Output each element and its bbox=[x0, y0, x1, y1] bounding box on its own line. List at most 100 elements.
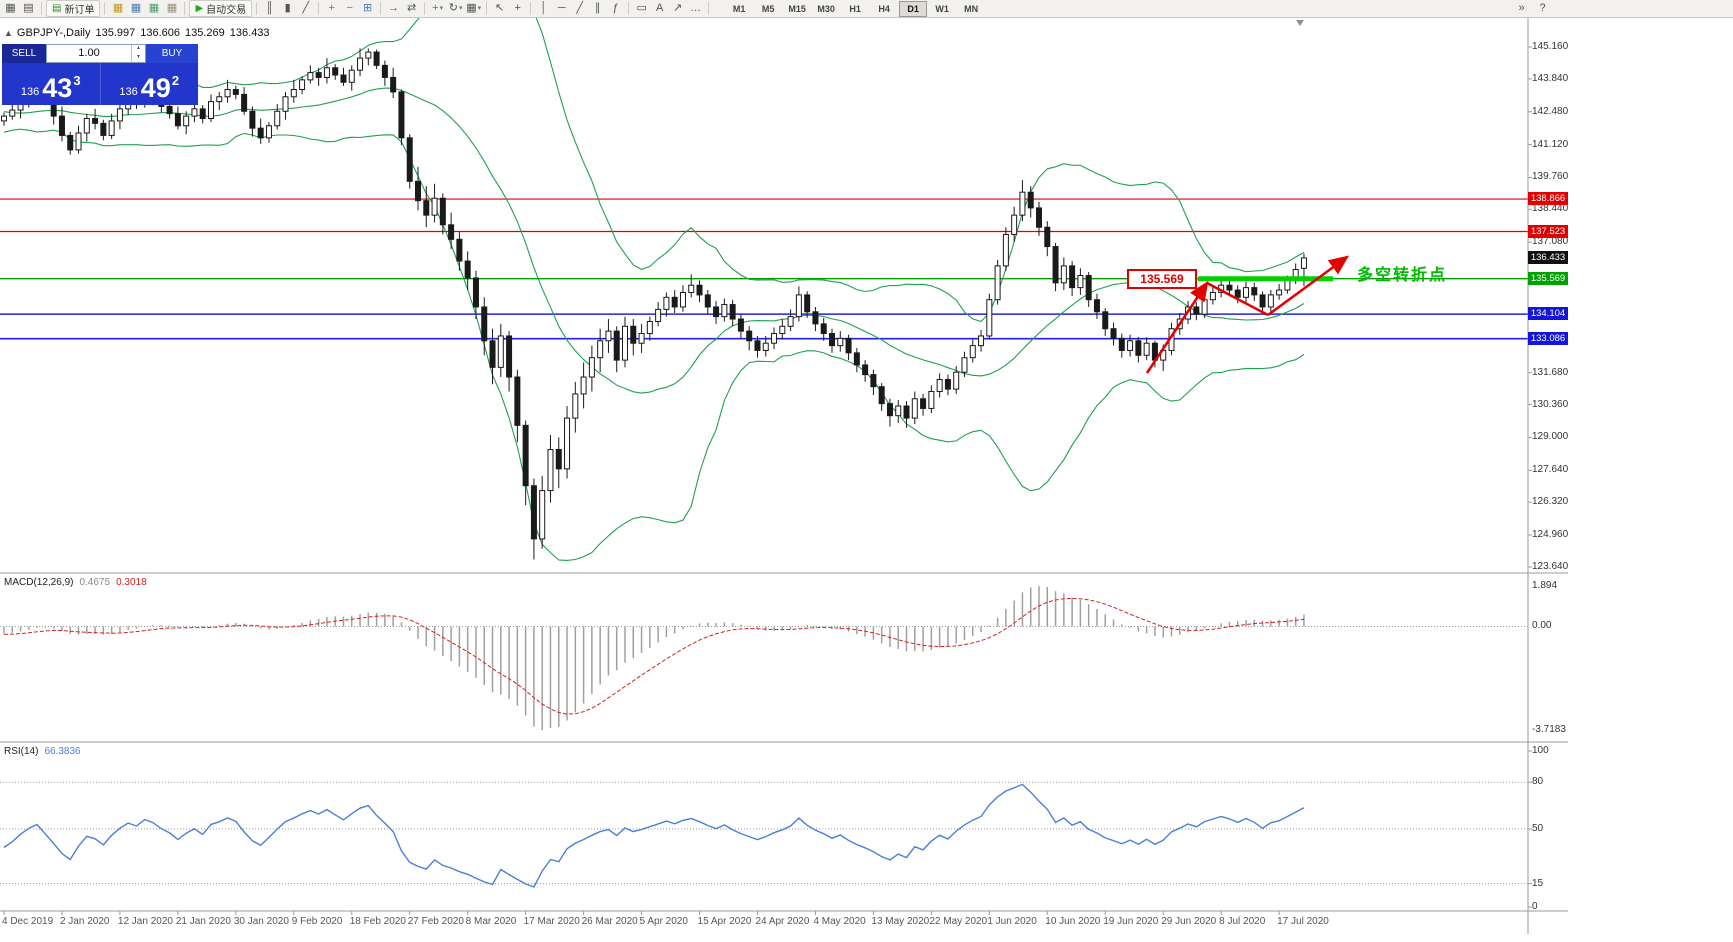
line-chart-icon[interactable]: ╱ bbox=[302, 2, 309, 14]
rsi-header: RSI(14) 66.3836 bbox=[4, 746, 81, 757]
market-watch-icon[interactable]: ▦ bbox=[112, 2, 124, 14]
timeframe-m15[interactable]: M15 bbox=[788, 3, 806, 14]
timeframe-m1[interactable]: M1 bbox=[732, 3, 746, 14]
rsi-title: RSI(14) bbox=[4, 746, 39, 757]
equidistant-channel-icon[interactable]: ∥ bbox=[594, 2, 601, 14]
help-icon[interactable]: ? bbox=[1539, 2, 1546, 14]
toolbar-separator bbox=[256, 2, 258, 15]
auto-trading-icon: ▶ bbox=[195, 3, 204, 14]
buy-button[interactable]: BUY bbox=[146, 44, 198, 63]
price-axis-label: 141.120 bbox=[1532, 138, 1569, 150]
turning-point-annotation[interactable]: 多空转折点 bbox=[1357, 267, 1448, 284]
date-axis-label: 8 Mar 2020 bbox=[465, 916, 517, 927]
crosshair-icon[interactable]: + bbox=[514, 2, 521, 14]
zoom-in-icon[interactable]: + bbox=[328, 2, 335, 14]
timeframe-mn[interactable]: MN bbox=[964, 3, 979, 14]
toolbar-separator bbox=[708, 2, 710, 15]
vertical-line-icon[interactable]: │ bbox=[540, 2, 548, 14]
lot-up-icon[interactable]: ▴ bbox=[136, 45, 140, 51]
date-axis-label: 30 Jan 2020 bbox=[233, 916, 289, 927]
candlestick-chart-icon[interactable]: ▮ bbox=[284, 2, 291, 14]
lot-down-icon[interactable]: ▾ bbox=[136, 53, 140, 60]
date-axis-label: 5 Apr 2020 bbox=[639, 916, 688, 927]
chart-shift-icon[interactable]: ⇄ bbox=[407, 2, 417, 14]
lot-size-value[interactable]: 1.00 bbox=[78, 47, 100, 59]
zoom-out-icon[interactable]: − bbox=[346, 2, 353, 14]
sell-price-display[interactable]: 136 43 3 bbox=[2, 63, 101, 105]
macd-histogram bbox=[3, 586, 1305, 730]
buy-price-display[interactable]: 136 49 2 bbox=[101, 63, 199, 105]
terminal-icon[interactable]: ▦ bbox=[166, 2, 178, 14]
new-chart-icon[interactable]: ▦ bbox=[5, 2, 16, 14]
macd-scale-zero: 0.00 bbox=[1532, 620, 1552, 632]
toolbar-separator bbox=[530, 2, 532, 15]
date-axis-label: 10 Jun 2020 bbox=[1045, 916, 1101, 927]
macd-title: MACD(12,26,9) bbox=[4, 577, 74, 588]
tile-windows-icon[interactable]: ⊞ bbox=[363, 2, 373, 14]
bar-chart-icon[interactable]: ║ bbox=[265, 2, 274, 14]
chart-profiles-icon[interactable]: ▤ bbox=[23, 2, 34, 14]
navigator-icon[interactable]: ▦ bbox=[148, 2, 160, 14]
date-axis-label: 17 Mar 2020 bbox=[523, 916, 580, 927]
price-flag-annotation[interactable]: 135.569 bbox=[1127, 269, 1197, 289]
lot-size-field[interactable]: 1.00 ▴ ▾ bbox=[46, 44, 146, 63]
templates-icon[interactable]: ▦ ▾ bbox=[466, 2, 482, 14]
more-tools-icon[interactable]: … bbox=[690, 2, 702, 14]
price-axis-label: 145.160 bbox=[1532, 41, 1569, 52]
price-axis-label: 139.760 bbox=[1532, 171, 1569, 183]
periods-caret-icon: ▾ bbox=[459, 5, 463, 12]
buy-price-pip: 2 bbox=[171, 73, 180, 88]
timeframe-m30[interactable]: M30 bbox=[817, 3, 835, 14]
price-axis-label: 123.640 bbox=[1532, 560, 1569, 572]
sell-price-main: 43 bbox=[42, 73, 73, 103]
new-order-button[interactable]: ▤ 新订单 bbox=[46, 0, 101, 17]
collapse-trade-panel-icon[interactable]: ▲ bbox=[4, 28, 13, 38]
sell-button[interactable]: SELL bbox=[2, 44, 46, 63]
periods-icon[interactable]: ↻ ▾ bbox=[448, 2, 463, 14]
timeframe-h1[interactable]: H1 bbox=[849, 3, 861, 14]
toolbar-separator bbox=[486, 2, 488, 15]
timeframe-d1[interactable]: D1 bbox=[899, 0, 928, 17]
main-chart-pane[interactable] bbox=[0, 18, 1528, 573]
chart-area[interactable] bbox=[0, 0, 1568, 942]
price-axis-label: 138.440 bbox=[1532, 203, 1569, 215]
bollinger-upper-band bbox=[3, 0, 1305, 323]
shapes-icon[interactable]: ▭ bbox=[636, 2, 647, 14]
macd-signal-value: 0.3018 bbox=[116, 577, 147, 588]
price-marker-138.866: 138.866 bbox=[1528, 192, 1568, 206]
cursor-icon[interactable]: ↖ bbox=[495, 2, 505, 14]
new-order-icon: ▤ bbox=[52, 3, 62, 14]
auto-trading-button[interactable]: ▶ 自动交易 bbox=[189, 0, 253, 17]
text-label-icon[interactable]: A bbox=[655, 2, 664, 14]
price-marker-133.086: 133.086 bbox=[1528, 331, 1568, 345]
macd-pane[interactable] bbox=[0, 573, 1528, 742]
rsi-scale-label: 100 bbox=[1532, 745, 1549, 756]
arrows-tool-icon[interactable]: ↗ bbox=[673, 2, 683, 14]
timeframe-w1[interactable]: W1 bbox=[935, 3, 949, 14]
date-axis-label: 4 May 2020 bbox=[813, 916, 866, 927]
rsi-pane[interactable] bbox=[0, 742, 1528, 911]
lot-size-stepper[interactable]: ▴ ▾ bbox=[131, 45, 145, 62]
up-arrow-1 bbox=[1145, 280, 1209, 374]
up-arrow-2 bbox=[1267, 255, 1350, 317]
timeframe-m5[interactable]: M5 bbox=[761, 3, 775, 14]
macd-header: MACD(12,26,9) 0.4675 0.3018 bbox=[4, 577, 147, 588]
toolbar-options-icon[interactable]: » bbox=[1518, 2, 1525, 14]
trendline-icon[interactable]: ╱ bbox=[576, 2, 583, 14]
date-axis-label: 2 Jan 2020 bbox=[59, 916, 110, 927]
fibonacci-icon[interactable]: ƒ bbox=[612, 2, 619, 14]
macd-main-value: 0.4675 bbox=[79, 577, 111, 588]
trend-arrows bbox=[1145, 255, 1350, 374]
toolbar-separator bbox=[104, 2, 106, 15]
macd-scale-min: -3.7183 bbox=[1532, 724, 1566, 735]
auto-scroll-icon[interactable]: → bbox=[388, 2, 400, 14]
data-window-icon[interactable]: ▦ bbox=[130, 2, 142, 14]
pullback-line bbox=[1206, 281, 1269, 317]
horizontal-line-icon[interactable]: ─ bbox=[557, 2, 566, 14]
timeframe-h4[interactable]: H4 bbox=[878, 3, 890, 14]
auto-trading-label: 自动交易 bbox=[206, 5, 247, 16]
indicators-icon[interactable]: + ▾ bbox=[432, 2, 444, 14]
toolbar-separator bbox=[318, 2, 320, 15]
price-marker-135.569: 135.569 bbox=[1528, 271, 1568, 285]
rsi-scale-label: 15 bbox=[1532, 877, 1544, 889]
